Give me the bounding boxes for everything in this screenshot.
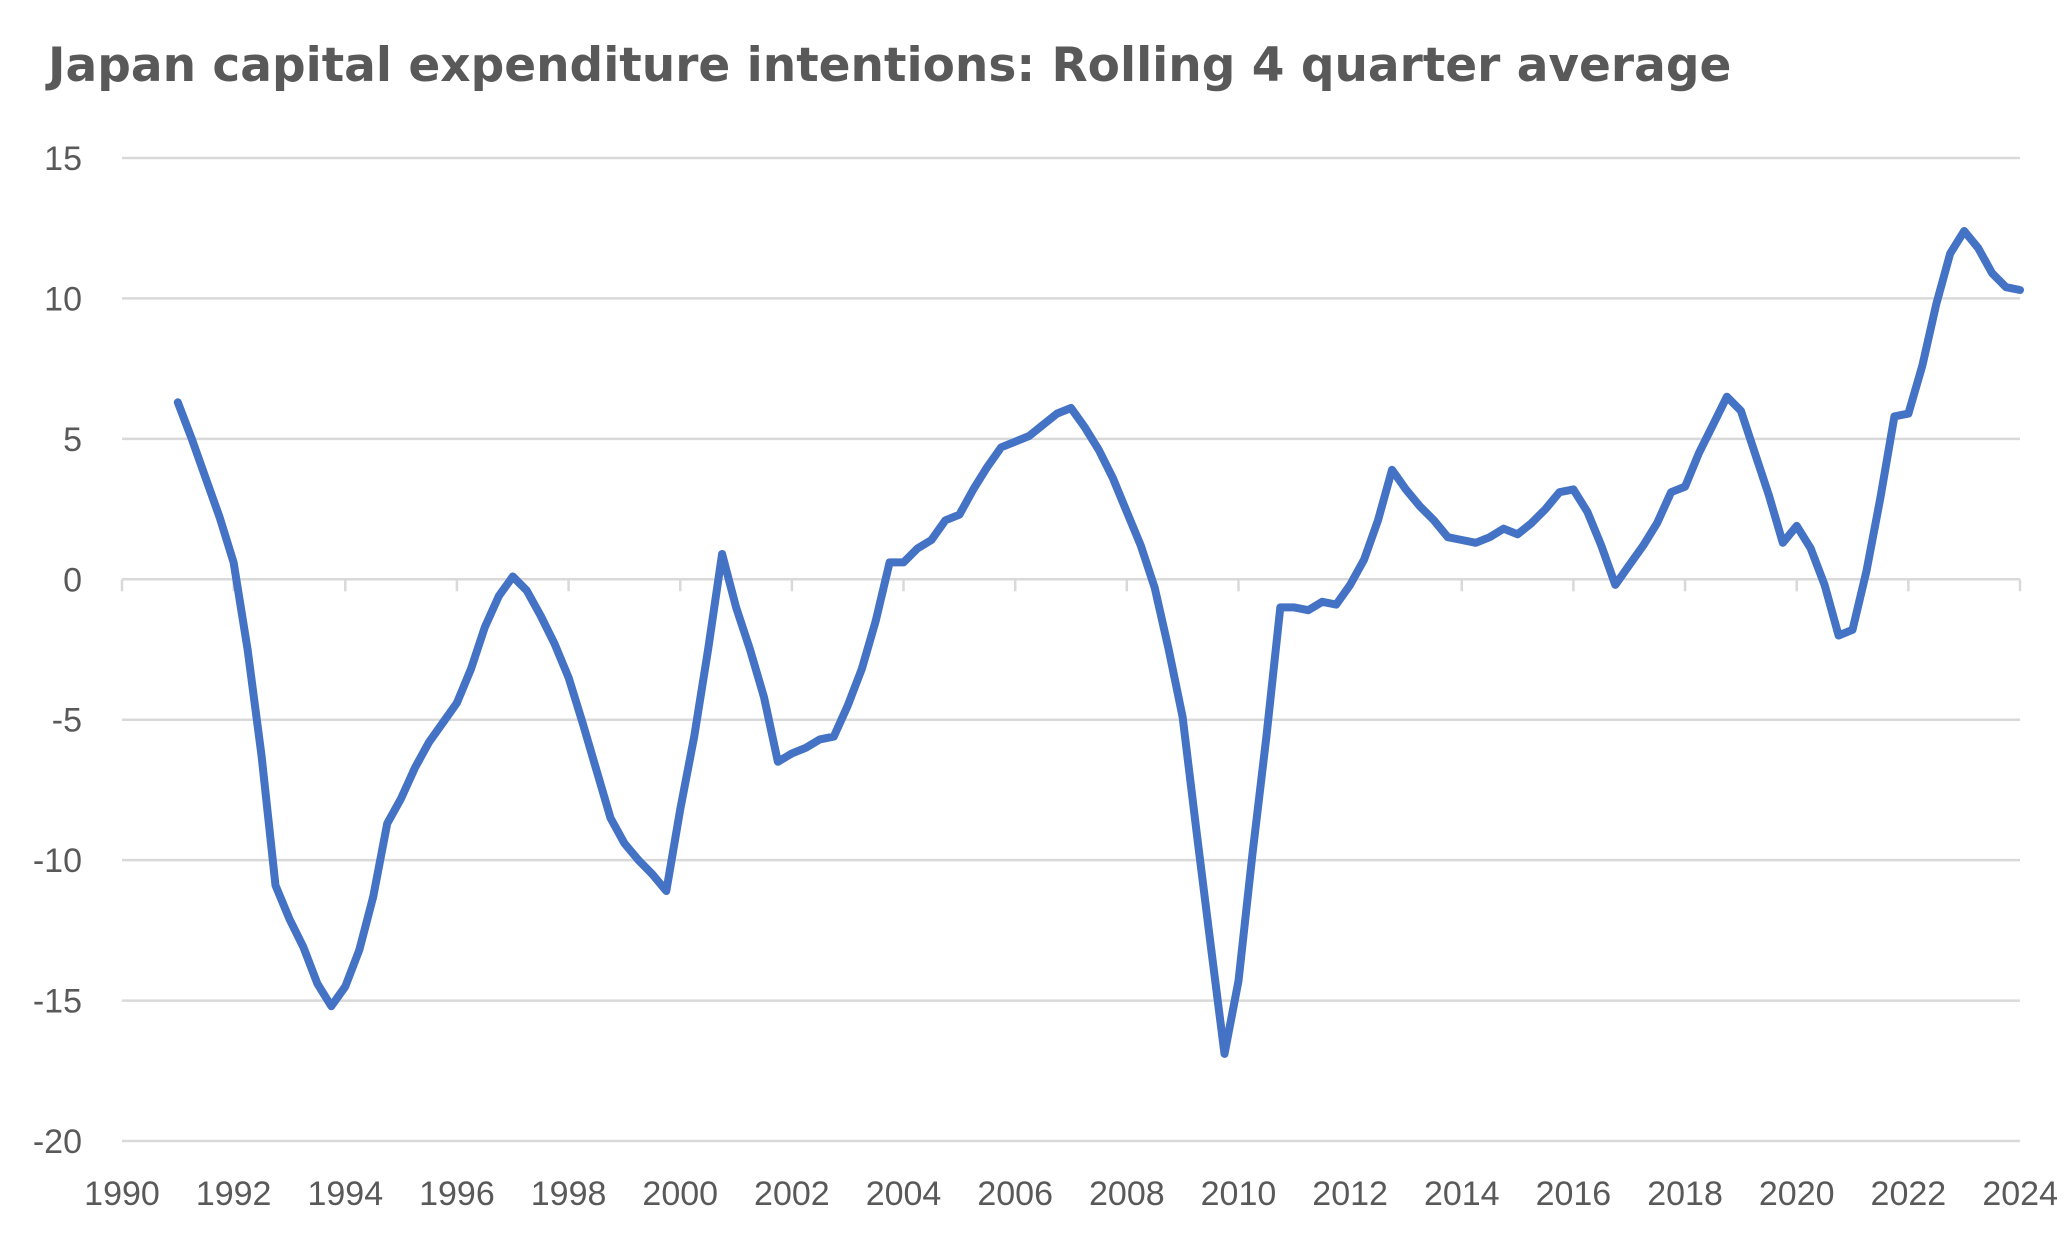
- x-tick-label: 2020: [1759, 1175, 1835, 1213]
- x-tick-label: 2022: [1871, 1175, 1947, 1213]
- series-layer: [173, 227, 2024, 1058]
- y-axis-tick-labels: 15 10 5 0 -5 -10 -15 -20: [33, 140, 82, 1161]
- y-tick-label: 10: [44, 280, 82, 318]
- y-tick-label: 0: [63, 561, 82, 599]
- x-tick-label: 2004: [866, 1175, 942, 1213]
- y-tick-label: 15: [44, 140, 82, 178]
- x-tick-label: 1990: [84, 1175, 160, 1213]
- series-line: [173, 227, 2024, 1058]
- x-tick-label: 1998: [531, 1175, 607, 1213]
- x-tick-label: 2018: [1647, 1175, 1723, 1213]
- x-tick-label: 1992: [196, 1175, 272, 1213]
- x-tick-label: 2010: [1201, 1175, 1277, 1213]
- y-tick-label: -20: [33, 1123, 82, 1161]
- x-tick-label: 2016: [1536, 1175, 1612, 1213]
- x-tick-label: 2024: [1982, 1175, 2058, 1213]
- gridlines: [122, 156, 2020, 1143]
- x-tick-label: 2012: [1312, 1175, 1388, 1213]
- x-tick-label: 2000: [642, 1175, 718, 1213]
- x-tick-label: 2002: [754, 1175, 830, 1213]
- y-tick-label: 5: [63, 421, 82, 459]
- x-tick-label: 2008: [1089, 1175, 1165, 1213]
- y-tick-label: -10: [33, 842, 82, 880]
- x-axis-tick-labels: 1990 1992 1994 1996 1998 2000 2002 2004 2006 2008…: [84, 1175, 2058, 1213]
- x-axis: [120, 578, 2022, 592]
- y-tick-label: -5: [52, 702, 82, 740]
- x-tick-label: 2014: [1424, 1175, 1500, 1213]
- x-tick-label: 2006: [977, 1175, 1053, 1213]
- chart-title: Japan capital expenditure intentions: Ro…: [48, 38, 1732, 93]
- y-tick-label: -15: [33, 983, 82, 1021]
- x-tick-label: 1996: [419, 1175, 495, 1213]
- x-tick-label: 1994: [307, 1175, 383, 1213]
